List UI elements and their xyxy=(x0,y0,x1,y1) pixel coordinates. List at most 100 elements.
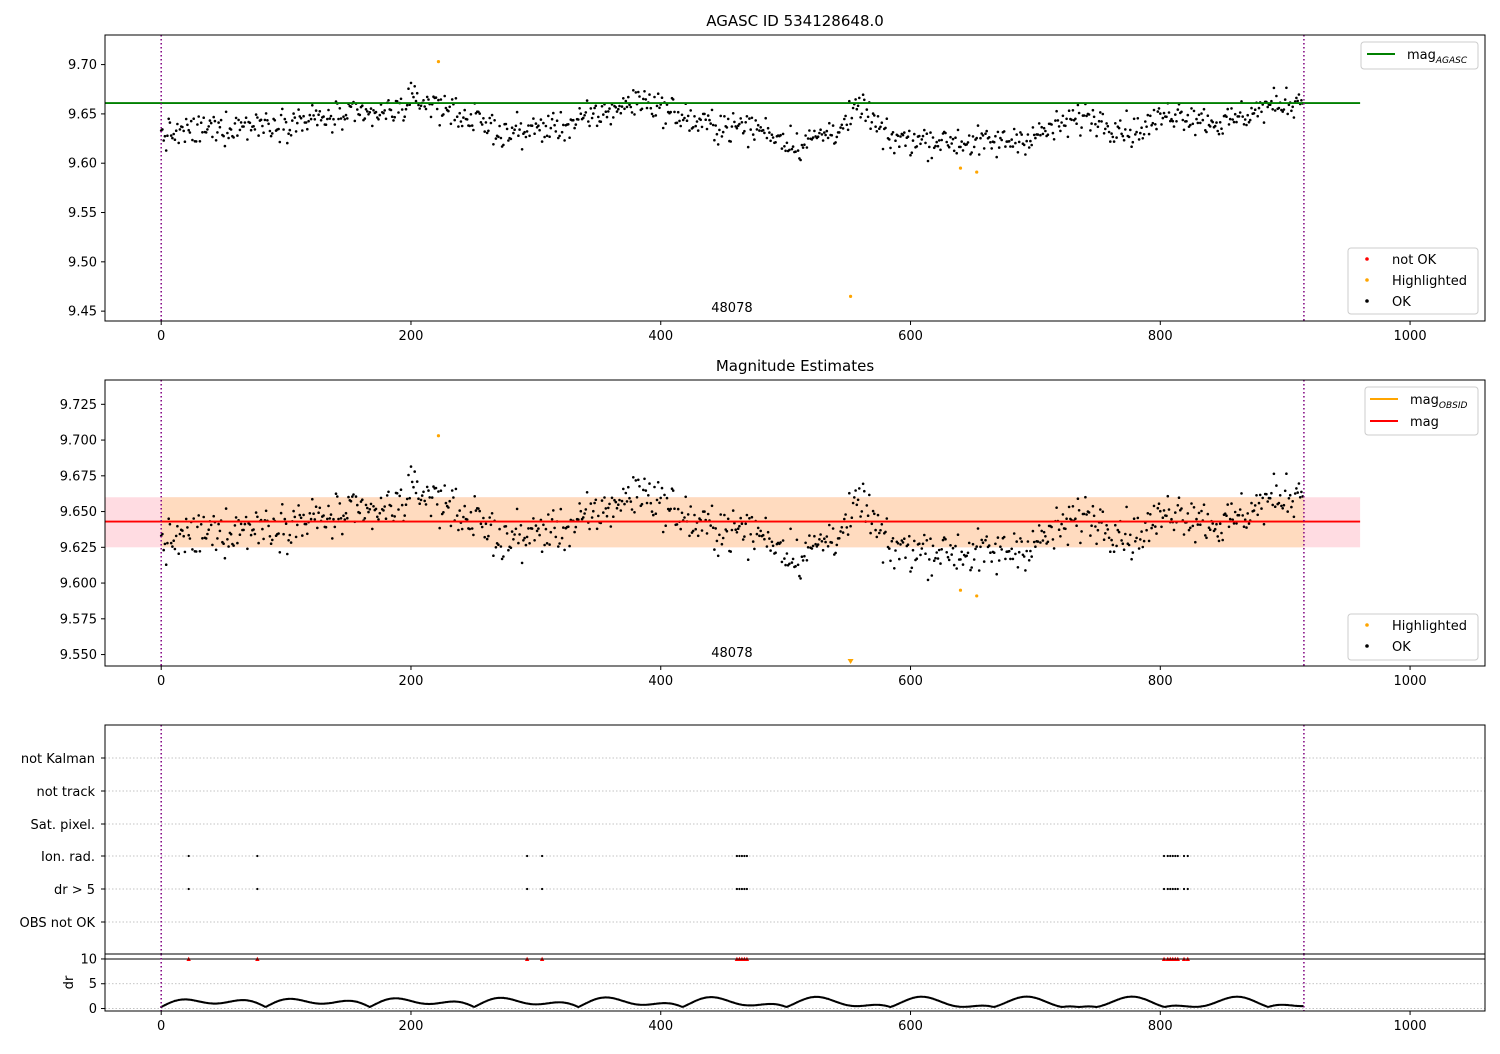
panel2-ok-point-178 xyxy=(382,509,385,512)
panel1-ok-point-416 xyxy=(679,124,682,128)
panel2-ok-point-332 xyxy=(574,525,578,529)
panel1-ok-point-484 xyxy=(764,116,767,120)
panel1-ok-point-133 xyxy=(326,117,329,121)
panel2-ok-point-867 xyxy=(1242,525,1246,528)
panel2-ok-point-232 xyxy=(449,524,453,528)
panel2-ok-point-109 xyxy=(296,523,299,527)
panel2-ok-point-20 xyxy=(184,517,188,521)
panel1-ok-point-7 xyxy=(168,121,172,124)
panel1-ok-point-640 xyxy=(959,145,962,149)
panel2-ok-point-656 xyxy=(979,545,982,549)
panel2-ok-point-484 xyxy=(764,516,767,520)
panel1-ok-point-822 xyxy=(1186,113,1190,117)
panel2-ok-point-651 xyxy=(972,558,976,561)
panel2-ok-point-691 xyxy=(1022,555,1026,558)
panel1-ok-point-759 xyxy=(1107,130,1111,134)
panel2-ok-point-496 xyxy=(779,541,782,544)
panel2-ok-point-138 xyxy=(332,517,335,521)
panel2-ok-point-856 xyxy=(1228,517,1232,521)
panel2-ok-point-857 xyxy=(1230,502,1233,505)
panel1-xtick-label-1000: 1000 xyxy=(1394,329,1427,344)
panel2-ok-point-911 xyxy=(1297,482,1301,485)
panel2-ok-point-676 xyxy=(1004,557,1007,561)
panel1-ok-point-547 xyxy=(843,117,846,121)
panel2-ok-point-454 xyxy=(726,517,730,521)
panel2-ok-point-761 xyxy=(1110,538,1113,542)
panel2-ok-point-372 xyxy=(624,491,628,495)
panel1-ok-point-201 xyxy=(410,92,414,95)
panel1-ok-point-340 xyxy=(584,111,588,114)
panel1-ok-point-240 xyxy=(459,120,463,123)
panel2-ok-point-203 xyxy=(413,470,417,473)
panel1-ok-point-588 xyxy=(894,139,897,142)
panel1-ok-point-584 xyxy=(889,146,892,150)
panel2-ok-point-893 xyxy=(1275,484,1278,487)
panel1-ok-point-202 xyxy=(412,95,415,99)
panel1-ok-point-802 xyxy=(1161,116,1165,120)
panel1-ok-point-763 xyxy=(1112,140,1116,143)
panel2-ok-point-424 xyxy=(689,505,692,508)
panel1-ok-point-208 xyxy=(419,104,423,108)
panel2-ok-point-248 xyxy=(469,510,473,514)
panel1-ok-point-421 xyxy=(685,119,689,122)
panel1-ok-point-257 xyxy=(480,123,484,126)
panel2-ok-point-72 xyxy=(249,533,253,537)
panel2-ok-point-611 xyxy=(923,533,926,537)
panel1-ok-point-602 xyxy=(911,139,915,142)
panel1-ok-point-557 xyxy=(855,107,859,111)
panel2-ok-point-104 xyxy=(289,541,293,544)
panel2-ok-point-199 xyxy=(408,496,412,500)
panel1-ok-point-581 xyxy=(885,117,889,120)
panel1-ok-point-810 xyxy=(1171,119,1175,123)
panel2-ok-point-839 xyxy=(1207,526,1211,529)
panel1-ok-point-271 xyxy=(498,124,501,128)
panel2-ok-point-25 xyxy=(191,548,194,551)
panel1-ok-point-423 xyxy=(688,129,691,132)
panel2-ok-point-803 xyxy=(1162,509,1166,512)
panel2-ok-point-693 xyxy=(1025,549,1028,553)
panel2-ok-point-515 xyxy=(803,554,806,558)
panel1-ok-point-51 xyxy=(223,144,227,148)
panel2-ok-point-87 xyxy=(268,535,272,538)
panel1-ok-point-647 xyxy=(967,134,971,137)
panel2-ok-point-554 xyxy=(851,501,855,505)
panel2-ok-point-143 xyxy=(338,502,342,505)
panel2-ok-point-401 xyxy=(660,486,664,490)
panel1-ok-point-534 xyxy=(826,136,830,140)
panel1-ok-point-762 xyxy=(1111,135,1115,139)
panel2-ok-point-198 xyxy=(407,473,410,477)
panel1-ok-point-29 xyxy=(196,123,199,126)
panel2-ok-point-356 xyxy=(604,507,608,510)
panel2-ok-point-76 xyxy=(254,511,258,514)
panel1-ok-point-706 xyxy=(1041,132,1045,136)
panel2-ok-point-185 xyxy=(390,514,394,517)
panel2-ok-point-646 xyxy=(966,551,970,555)
panel2-ok-point-349 xyxy=(595,527,599,531)
panel2-ok-point-906 xyxy=(1291,500,1294,503)
panel2-ok-point-114 xyxy=(302,513,305,517)
panel1-ok-point-389 xyxy=(645,106,649,110)
panel2-ok-point-795 xyxy=(1152,504,1156,508)
panel1-ok-point-12 xyxy=(174,129,178,132)
panel2-ok-point-394 xyxy=(652,513,655,517)
panel2-ok-point-530 xyxy=(821,548,825,552)
panel1-ok-point-708 xyxy=(1044,129,1047,133)
panel2-ok-point-634 xyxy=(951,546,955,550)
panel2-ok-point-364 xyxy=(614,500,618,504)
panel1-ok-point-398 xyxy=(656,92,660,95)
panel1-ok-point-835 xyxy=(1202,107,1206,111)
panel2-ok-point-142 xyxy=(337,517,340,521)
panel2-ok-point-228 xyxy=(444,501,448,505)
panel2-ok-point-673 xyxy=(1000,548,1003,551)
panel1-ok-point-705 xyxy=(1040,125,1043,129)
panel2-ok-point-166 xyxy=(367,510,370,514)
panel1-ok-point-117 xyxy=(306,127,309,131)
panel1-ok-point-372 xyxy=(624,99,628,103)
panel1-ok-point-94 xyxy=(277,127,280,131)
panel1-ok-point-907 xyxy=(1292,116,1296,119)
panel1-ytick-label-0: 9.45 xyxy=(68,305,97,320)
panel1-ok-point-204 xyxy=(414,99,418,103)
panel2-axes-frame xyxy=(104,379,1486,667)
panel1-ok-point-594 xyxy=(901,133,905,137)
panel1-ok-point-560 xyxy=(859,116,862,119)
